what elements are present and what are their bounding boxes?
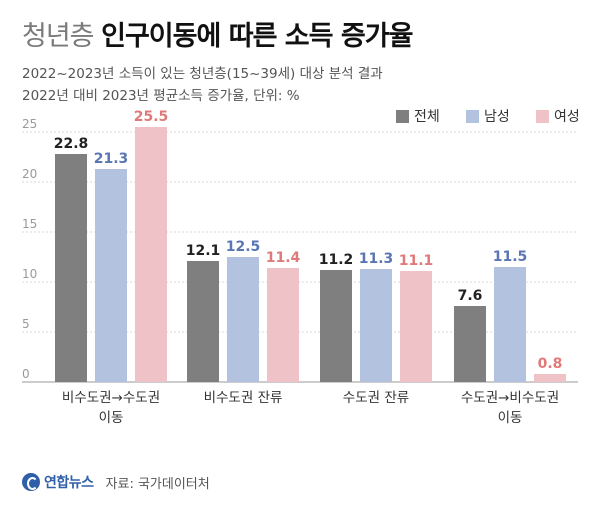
data-label-0-2: 25.5 — [134, 109, 169, 125]
category-label-3-1: 이동 — [498, 410, 523, 426]
bar-1-2 — [267, 268, 299, 382]
yonhap-logo: 연합뉴스 — [22, 472, 94, 492]
bar-2-2 — [400, 271, 432, 382]
bar-2-0 — [320, 270, 352, 382]
y-tick-label-10: 10 — [22, 267, 37, 281]
data-label-2-0: 11.2 — [319, 252, 354, 268]
chart-title: 청년층 인구이동에 따른 소득 증가율 — [22, 14, 413, 53]
bar-2-1 — [360, 269, 392, 382]
bar-3-1 — [494, 267, 526, 382]
yonhap-logo-text: 연합뉴스 — [44, 475, 94, 491]
data-label-1-1: 12.5 — [226, 239, 261, 255]
footer: 연합뉴스 자료: 국가데이터처 — [22, 472, 210, 492]
bar-1-1 — [227, 257, 259, 382]
legend-swatch-2 — [536, 110, 549, 123]
legend-label-1: 남성 — [484, 109, 510, 125]
category-label-0-1: 이동 — [99, 410, 124, 426]
bar-0-2 — [135, 127, 167, 382]
bar-1-0 — [187, 261, 219, 382]
title-light: 청년층 — [22, 21, 95, 52]
legend-label-0: 전체 — [414, 109, 440, 125]
source-note: 자료: 국가데이터처 — [105, 476, 210, 492]
data-label-0-0: 22.8 — [54, 136, 89, 152]
legend-label-2: 여성 — [554, 109, 580, 125]
y-tick-label-25: 25 — [22, 117, 37, 131]
bar-0-1 — [95, 169, 127, 382]
legend-swatch-0 — [396, 110, 409, 123]
data-label-3-1: 11.5 — [493, 249, 528, 265]
subtitle-scope: 2022~2023년 소득이 있는 청년층(15~39세) 대상 분석 결과 — [22, 66, 383, 82]
data-label-1-2: 11.4 — [266, 250, 301, 266]
data-label-2-2: 11.1 — [399, 253, 434, 269]
y-tick-label-5: 5 — [22, 317, 30, 331]
data-label-2-1: 11.3 — [359, 251, 394, 267]
y-tick-label-15: 15 — [22, 217, 37, 231]
data-label-1-0: 12.1 — [186, 243, 221, 259]
title-bold: 인구이동에 따른 소득 증가율 — [101, 21, 413, 52]
y-tick-label-0: 0 — [22, 367, 30, 381]
y-tick-label-20: 20 — [22, 167, 37, 181]
bar-0-0 — [55, 154, 87, 382]
subtitle-unit: 2022년 대비 2023년 평균소득 증가율, 단위: % — [22, 88, 300, 104]
data-label-3-2: 0.8 — [538, 356, 563, 372]
data-label-0-1: 21.3 — [94, 151, 129, 167]
category-label-3-0: 수도권→비수도권 — [461, 390, 559, 406]
data-label-3-0: 7.6 — [458, 288, 483, 304]
yonhap-logo-icon — [22, 473, 40, 491]
category-label-0-0: 비수도권→수도권 — [62, 390, 160, 406]
category-label-1-0: 비수도권 잔류 — [204, 390, 283, 406]
bar-3-0 — [454, 306, 486, 382]
bar-3-2 — [534, 374, 566, 382]
category-label-2-0: 수도권 잔류 — [343, 390, 409, 406]
legend-swatch-1 — [466, 110, 479, 123]
